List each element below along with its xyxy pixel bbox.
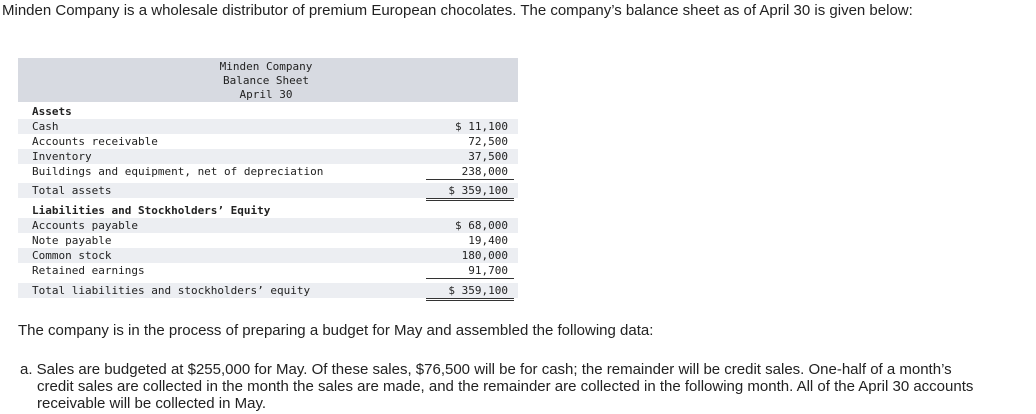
table-row: Cash $ 11,100: [18, 119, 518, 134]
total-assets-row: Total assets $ 359,100: [18, 183, 518, 198]
table-row: Buildings and equipment, net of deprecia…: [18, 164, 518, 179]
total-underline: [426, 298, 514, 299]
row-label: Common stock: [32, 249, 112, 262]
statement-date: April 30: [239, 88, 293, 101]
row-amount: 180,000: [461, 249, 508, 262]
row-label: Total liabilities and stockholders’ equi…: [32, 284, 311, 297]
row-amount: 19,400: [468, 234, 508, 247]
row-amount: 91,700: [468, 264, 508, 277]
row-amount: $ 68,000: [455, 219, 508, 232]
row-label: Inventory: [32, 150, 92, 163]
row-label: Accounts receivable: [32, 135, 158, 148]
liabilities-heading-row: Liabilities and Stockholders’ Equity: [18, 203, 518, 218]
table-row: Retained earnings 91,700: [18, 263, 518, 278]
budget-intro-paragraph: The company is in the process of prepari…: [18, 322, 654, 339]
assets-heading-row: Assets: [18, 104, 518, 119]
table-row: Common stock 180,000: [18, 248, 518, 263]
total-underline: [426, 198, 514, 199]
balance-sheet: Minden Company Balance Sheet April 30 As…: [18, 58, 518, 301]
total-liabilities-row: Total liabilities and stockholders’ equi…: [18, 283, 518, 298]
assets-heading: Assets: [32, 105, 72, 118]
statement-title: Balance Sheet: [222, 74, 310, 87]
intro-paragraph: Minden Company is a wholesale distributo…: [2, 2, 913, 19]
table-row: Accounts payable $ 68,000: [18, 218, 518, 233]
subtotal-underline: [426, 278, 514, 279]
row-amount: $ 359,100: [448, 284, 508, 297]
row-label: Note payable: [32, 234, 112, 247]
row-amount: 37,500: [468, 150, 508, 163]
row-amount: $ 11,100: [455, 120, 508, 133]
balance-sheet-header: Minden Company Balance Sheet April 30: [18, 58, 518, 102]
row-label: Buildings and equipment, net of deprecia…: [32, 165, 324, 178]
row-label: Accounts payable: [32, 219, 138, 232]
row-label: Total assets: [32, 184, 112, 197]
total-double-underline: [426, 200, 514, 201]
row-label: Cash: [32, 120, 59, 133]
table-row: Note payable 19,400: [18, 233, 518, 248]
table-row: Accounts receivable 72,500: [18, 134, 518, 149]
list-item-a: a. Sales are budgeted at $255,000 for Ma…: [20, 361, 974, 412]
subtotal-underline: [426, 179, 514, 180]
total-double-underline: [426, 300, 514, 301]
liabilities-heading: Liabilities and Stockholders’ Equity: [32, 204, 271, 217]
company-name: Minden Company: [219, 60, 313, 73]
row-amount: 72,500: [468, 135, 508, 148]
table-row: Inventory 37,500: [18, 149, 518, 164]
row-amount: 238,000: [461, 165, 508, 178]
row-amount: $ 359,100: [448, 184, 508, 197]
row-label: Retained earnings: [32, 264, 145, 277]
